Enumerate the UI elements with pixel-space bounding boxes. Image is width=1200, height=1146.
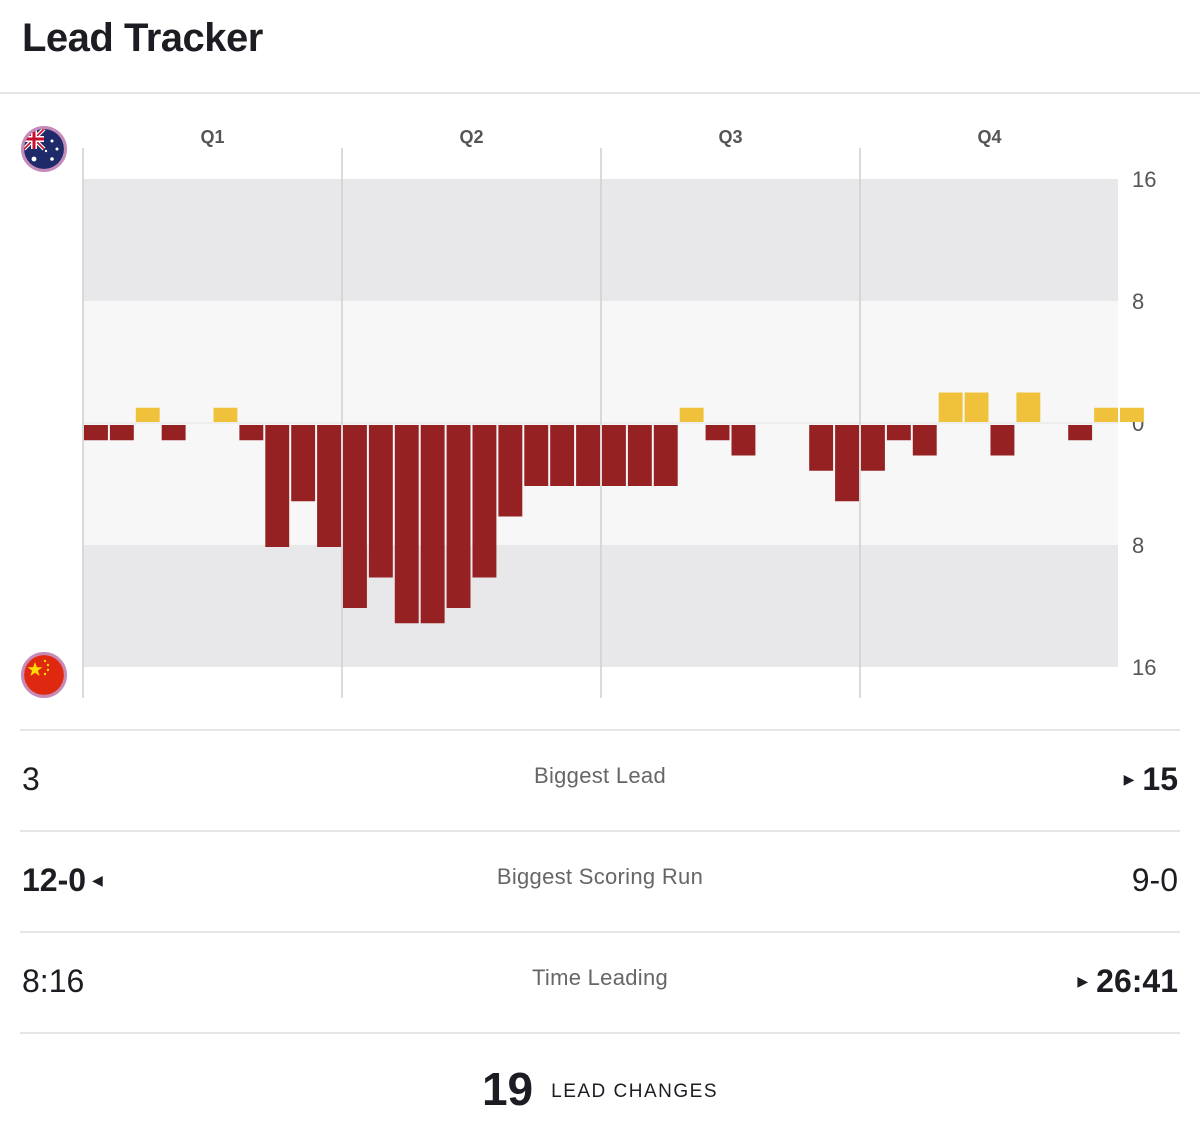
lead-bar (731, 425, 756, 456)
time-leading-left: 8:16 (22, 963, 85, 999)
stat-row-biggest-lead: 3 Biggest Lead ▶ 15 (20, 729, 1180, 830)
lead-bar (368, 425, 393, 578)
lead-bar (1016, 392, 1041, 422)
lead-bar (161, 425, 186, 441)
lead-changes-count: 19 (481, 1063, 534, 1115)
australia-flag-icon (21, 126, 67, 172)
header: Lead Tracker (0, 0, 1200, 94)
lead-bar (602, 425, 626, 486)
y-tick-label: 8 (1132, 289, 1144, 314)
stat-label: Biggest Scoring Run (496, 864, 704, 889)
lead-changes: 19 LEAD CHANGES (0, 1062, 1200, 1116)
lead-bar (861, 425, 885, 471)
china-flag-icon (21, 652, 67, 698)
y-tick-label: 16 (1132, 655, 1156, 680)
stat-left-value: 3 (22, 761, 40, 798)
lead-bar (420, 425, 445, 624)
page-title: Lead Tracker (22, 16, 263, 60)
lead-tracker-chart: Q1 Q2 Q3 Q4 16 8 0 8 16 (0, 96, 1200, 716)
lead-bar (576, 425, 600, 486)
lead-bar (394, 425, 419, 624)
lead-bar (835, 425, 859, 502)
lead-bar (550, 425, 575, 486)
stat-row-time-leading: 8:16 Time Leading ▶ 26:41 (20, 931, 1180, 1032)
lead-bar (679, 407, 704, 422)
lead-bar (109, 425, 134, 441)
lead-bar (1094, 407, 1118, 422)
leader-arrow-icon: ▶ (1077, 973, 1089, 989)
lead-bar (265, 425, 290, 547)
quarter-label: Q1 (200, 127, 224, 147)
lead-bar (213, 407, 238, 422)
lead-bar (524, 425, 549, 486)
lead-bar (291, 425, 316, 502)
lead-bar (239, 425, 264, 441)
lead-bar (84, 425, 108, 441)
lead-bar (1120, 407, 1144, 422)
lead-bar (705, 425, 730, 441)
leader-arrow-icon: ◀ (92, 872, 103, 888)
lead-bar (809, 425, 834, 471)
stat-right-value: 9-0 (1132, 862, 1178, 899)
lead-bar (964, 392, 989, 422)
time-leading-right: 26:41 (1096, 963, 1178, 999)
lead-bar (627, 425, 652, 486)
lead-bar (653, 425, 678, 486)
lead-bar (886, 425, 911, 441)
lead-bar (912, 425, 937, 456)
lead-bar (1068, 425, 1093, 441)
stat-row-biggest-run: 12-0 ◀ Biggest Scoring Run 9-0 (20, 830, 1180, 931)
stat-right-value: ▶ 15 (1124, 761, 1178, 798)
biggest-run-right: 9-0 (1131, 862, 1178, 898)
leader-arrow-icon: ▶ (1123, 771, 1135, 787)
quarter-label: Q2 (459, 127, 483, 147)
biggest-run-left: 12-0 (22, 862, 87, 898)
lead-bar (498, 425, 523, 517)
lead-bar (446, 425, 471, 608)
lead-bar (938, 392, 963, 422)
biggest-lead-left: 3 (22, 761, 40, 797)
stat-label: Biggest Lead (533, 763, 667, 788)
stat-left-value: 8:16 (22, 963, 84, 1000)
lead-bar (343, 425, 367, 608)
y-tick-label: 8 (1132, 533, 1144, 558)
lead-bar (135, 407, 160, 422)
quarter-label: Q4 (977, 127, 1001, 147)
stat-row-divider (20, 1032, 1180, 1034)
biggest-lead-right: 15 (1142, 761, 1178, 797)
stat-label: Time Leading (531, 965, 669, 990)
lead-bar (317, 425, 341, 547)
lead-bar (472, 425, 497, 578)
stats-table: 3 Biggest Lead ▶ 15 12-0 ◀ Biggest Scori… (20, 729, 1180, 1034)
y-tick-label: 16 (1132, 167, 1156, 192)
stat-left-value: 12-0 ◀ (22, 862, 103, 899)
stat-right-value: ▶ 26:41 (1077, 963, 1178, 1000)
lead-changes-label: LEAD CHANGES (551, 1081, 719, 1102)
quarter-label: Q3 (718, 127, 742, 147)
lead-bar (990, 425, 1015, 456)
